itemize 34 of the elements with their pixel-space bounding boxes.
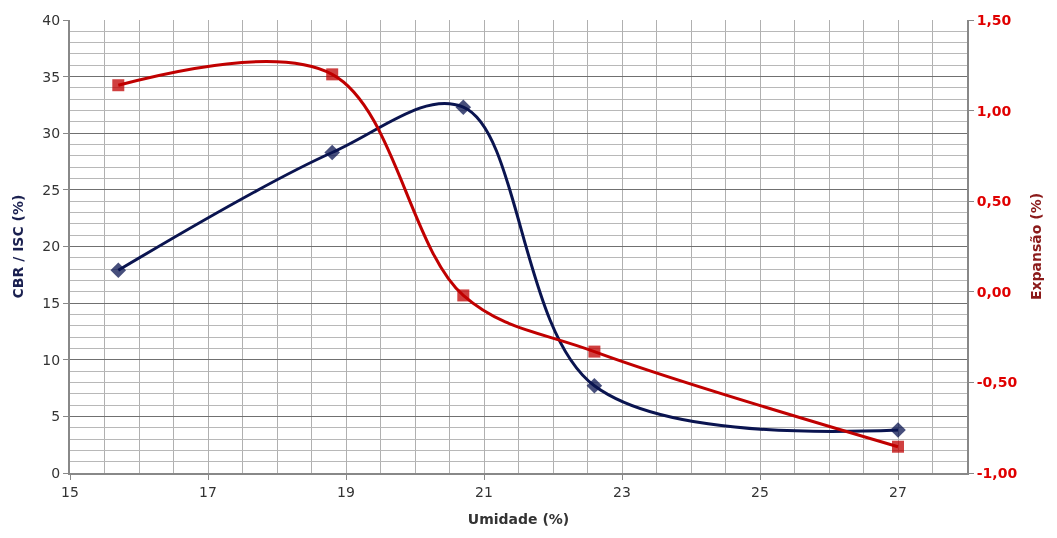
y-tick-label: 30 bbox=[42, 125, 61, 142]
point bbox=[110, 262, 127, 279]
point bbox=[324, 144, 340, 161]
y2-tick-label: 0,50 bbox=[976, 193, 1012, 210]
y2-tick-label: 1,00 bbox=[976, 102, 1012, 119]
y2-axis-title: Expansão (%) bbox=[1028, 192, 1045, 301]
point bbox=[892, 440, 904, 453]
point bbox=[588, 345, 601, 358]
y-axis-title: CBR / ISC (%) bbox=[10, 194, 27, 299]
y-tick-label: 40 bbox=[42, 11, 61, 28]
x-axis-title: Umidade (%) bbox=[467, 510, 570, 527]
x-tick-label: 19 bbox=[337, 483, 355, 500]
y-tick-label: 20 bbox=[42, 238, 61, 255]
y-tick-label: 25 bbox=[42, 181, 61, 198]
y-tick-label: 35 bbox=[42, 68, 61, 85]
point bbox=[326, 68, 339, 81]
y-tick-label: 0 bbox=[51, 464, 61, 481]
y2-tick-label: 1,50 bbox=[976, 11, 1012, 28]
x-tick-label: 27 bbox=[889, 483, 907, 500]
y2-tick-label: -0,50 bbox=[976, 374, 1018, 391]
y2-tick-label: -1,00 bbox=[976, 464, 1018, 481]
x-tick-label: 21 bbox=[475, 483, 493, 500]
point bbox=[457, 289, 470, 302]
y-tick-label: 10 bbox=[42, 351, 61, 368]
x-tick-label: 25 bbox=[751, 483, 769, 500]
x-tick-label: 17 bbox=[199, 483, 217, 500]
y2-tick-label: 0,00 bbox=[976, 283, 1012, 300]
point bbox=[586, 378, 603, 394]
y-tick-label: 15 bbox=[42, 295, 61, 312]
point bbox=[112, 79, 125, 92]
point bbox=[890, 422, 906, 438]
y-tick-label: 5 bbox=[51, 408, 61, 425]
x-tick-label: 23 bbox=[613, 483, 631, 500]
point bbox=[455, 99, 472, 115]
